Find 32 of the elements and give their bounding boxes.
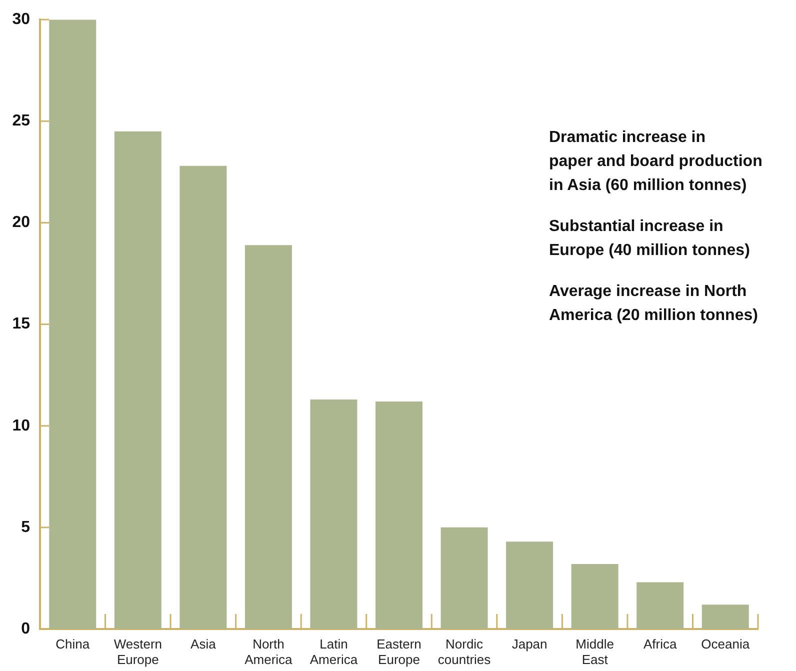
bar bbox=[702, 604, 749, 629]
x-tick-label: Middle East bbox=[576, 636, 614, 667]
x-tick-label: Africa bbox=[643, 636, 678, 652]
annotation: Dramatic increase in paper and board production in Asia (60 million tonnes) bbox=[549, 128, 762, 196]
bar bbox=[376, 401, 422, 629]
x-tick-label: China bbox=[56, 636, 90, 652]
bar bbox=[180, 166, 227, 629]
y-tick-label: 10 bbox=[12, 417, 30, 434]
annotation: Average increase in North America (20 million tonnes) bbox=[549, 282, 759, 326]
x-tick-label: Nordic countries bbox=[438, 636, 492, 667]
x-tick-label: Eastern Europe bbox=[376, 636, 422, 667]
bar bbox=[310, 399, 358, 629]
y-tick-label: 15 bbox=[12, 316, 30, 333]
bar bbox=[49, 20, 96, 629]
bar bbox=[114, 131, 162, 629]
x-tick-label: Western Europe bbox=[114, 636, 162, 667]
bar bbox=[244, 245, 292, 629]
bar bbox=[571, 564, 618, 629]
y-tick-label: 0 bbox=[21, 620, 30, 638]
x-tick-label: Asia bbox=[190, 636, 217, 652]
bar bbox=[440, 527, 488, 629]
y-tick-label: 20 bbox=[12, 214, 30, 232]
x-tick-label: Oceania bbox=[701, 636, 750, 652]
bar bbox=[636, 582, 684, 629]
annotation: Substantial increase in Europe (40 million tonnes) bbox=[549, 217, 751, 261]
y-tick-label: 30 bbox=[12, 11, 30, 28]
x-tick-label: North America bbox=[244, 636, 294, 667]
x-tick-label: Japan bbox=[512, 636, 548, 652]
bar bbox=[506, 542, 554, 629]
y-tick-label: 5 bbox=[21, 518, 30, 536]
y-tick-label: 25 bbox=[12, 112, 30, 130]
x-tick-label: Latin America bbox=[310, 636, 358, 667]
